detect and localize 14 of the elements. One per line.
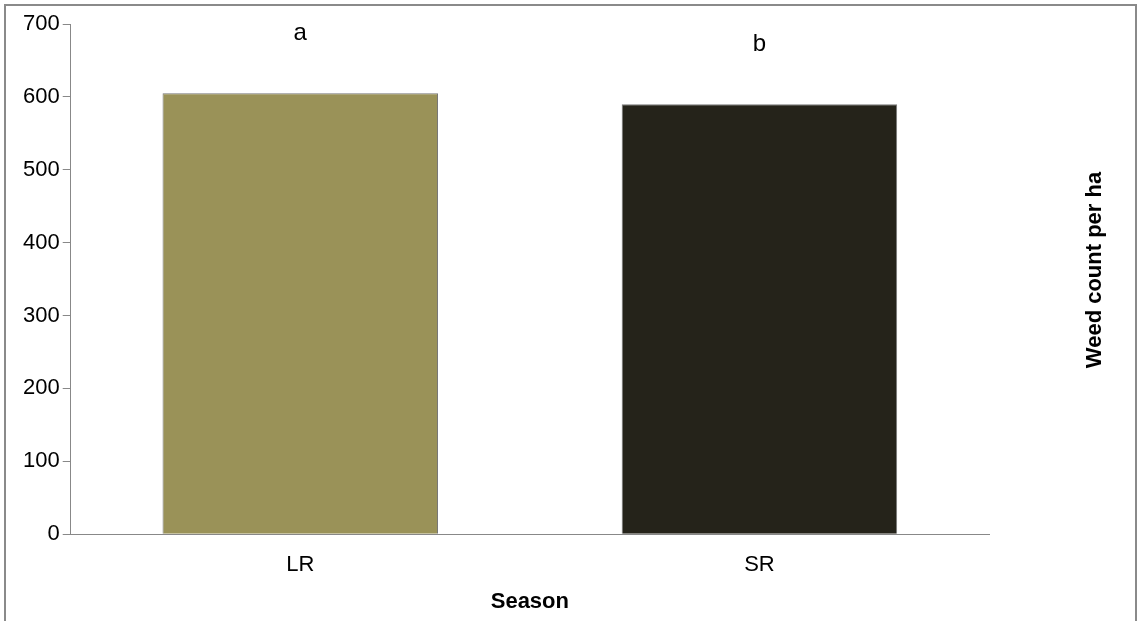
y-tick-label: 0 [47, 520, 60, 546]
y-tick-label: 600 [22, 82, 60, 108]
x-tick-label: SR [744, 551, 775, 577]
x-tick-label: LR [286, 551, 315, 577]
y-tick-label: 100 [22, 447, 60, 473]
y-tick-label: 500 [22, 155, 60, 181]
annotation: b [752, 28, 767, 56]
y-axis-title: Weed count per ha [1081, 171, 1107, 369]
y-tick-label: 400 [22, 228, 60, 254]
x-axis-title: Season [490, 587, 569, 613]
y-tick-label: 300 [22, 301, 60, 327]
y-tick-label: 200 [22, 374, 60, 400]
annotation: a [293, 17, 308, 45]
y-tick-label: 700 [22, 10, 60, 36]
